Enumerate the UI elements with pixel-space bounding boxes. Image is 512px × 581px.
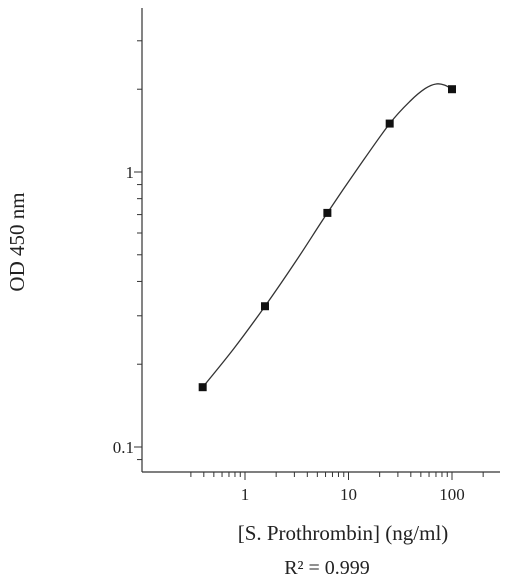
data-point: [198, 383, 207, 392]
y-tick-label: 0.1: [113, 438, 134, 457]
fit-curve-layer: [202, 83, 453, 388]
data-point: [448, 85, 456, 94]
x-tick-label: 1: [241, 485, 250, 504]
data-point: [323, 208, 332, 217]
data-point: [385, 119, 394, 128]
x-axis-title: [S. Prothrombin] (ng/ml): [238, 521, 449, 545]
data-point: [260, 302, 269, 311]
ticks: 1 10 100 0.1 1: [113, 40, 484, 504]
data-points-layer: [198, 85, 456, 392]
x-tick-label: 10: [340, 485, 357, 504]
x-tick-label: 100: [439, 485, 465, 504]
fit-curve: [202, 83, 453, 388]
r-squared-annotation: R² = 0.999: [284, 557, 370, 579]
axes: [141, 8, 500, 473]
y-axis-title: OD 450 nm: [5, 192, 29, 291]
y-tick-label: 1: [126, 163, 135, 182]
